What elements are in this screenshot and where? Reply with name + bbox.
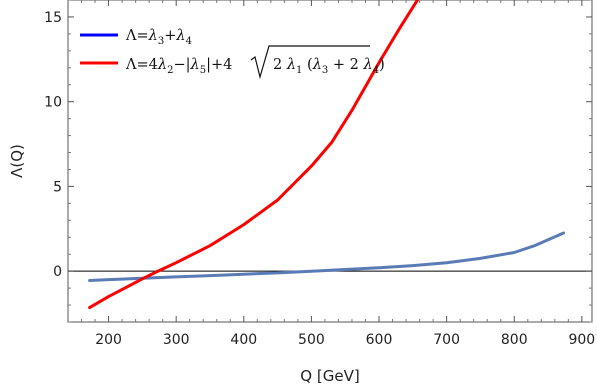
y-tick-label: 5: [53, 179, 62, 195]
legend-label-lambda34: Λ=λ3+λ4: [125, 28, 192, 47]
axis-ticks: [68, 0, 592, 323]
x-tick-label: 600: [366, 332, 393, 348]
y-tick-label: 10: [44, 95, 62, 111]
x-tick-label: 400: [230, 332, 257, 348]
legend: Λ=λ3+λ4 Λ=4λ2−|λ5|+4 2 λ1 (λ3 + 2 λ4): [80, 28, 385, 80]
series-line-lambda34: [88, 231, 566, 282]
legend-radicand: 2 λ1 (λ3 + 2 λ4): [273, 57, 385, 76]
x-tick-label: 900: [568, 332, 595, 348]
series-line-lambda_combo: [88, 0, 420, 310]
x-tick-label: 700: [433, 332, 460, 348]
plot-frame: [67, 0, 593, 323]
x-tick-label: 800: [501, 332, 528, 348]
y-tick-label: 15: [44, 10, 62, 26]
y-tick-label: 0: [53, 264, 62, 280]
x-tick-label: 300: [163, 332, 190, 348]
x-tick-label: 500: [298, 332, 325, 348]
y-axis-title: Λ(Q): [8, 144, 26, 178]
series-layer: [88, 0, 566, 310]
axis-tick-labels: 200 300 400 500 600 700 800 900 0 5 10 15: [44, 10, 595, 348]
legend-label-lambda-combo: Λ=4λ2−|λ5|+4: [125, 57, 232, 76]
x-axis-title: Q [GeV]: [300, 367, 359, 385]
legend-radical-sign: [250, 45, 370, 80]
x-tick-label: 200: [95, 332, 122, 348]
